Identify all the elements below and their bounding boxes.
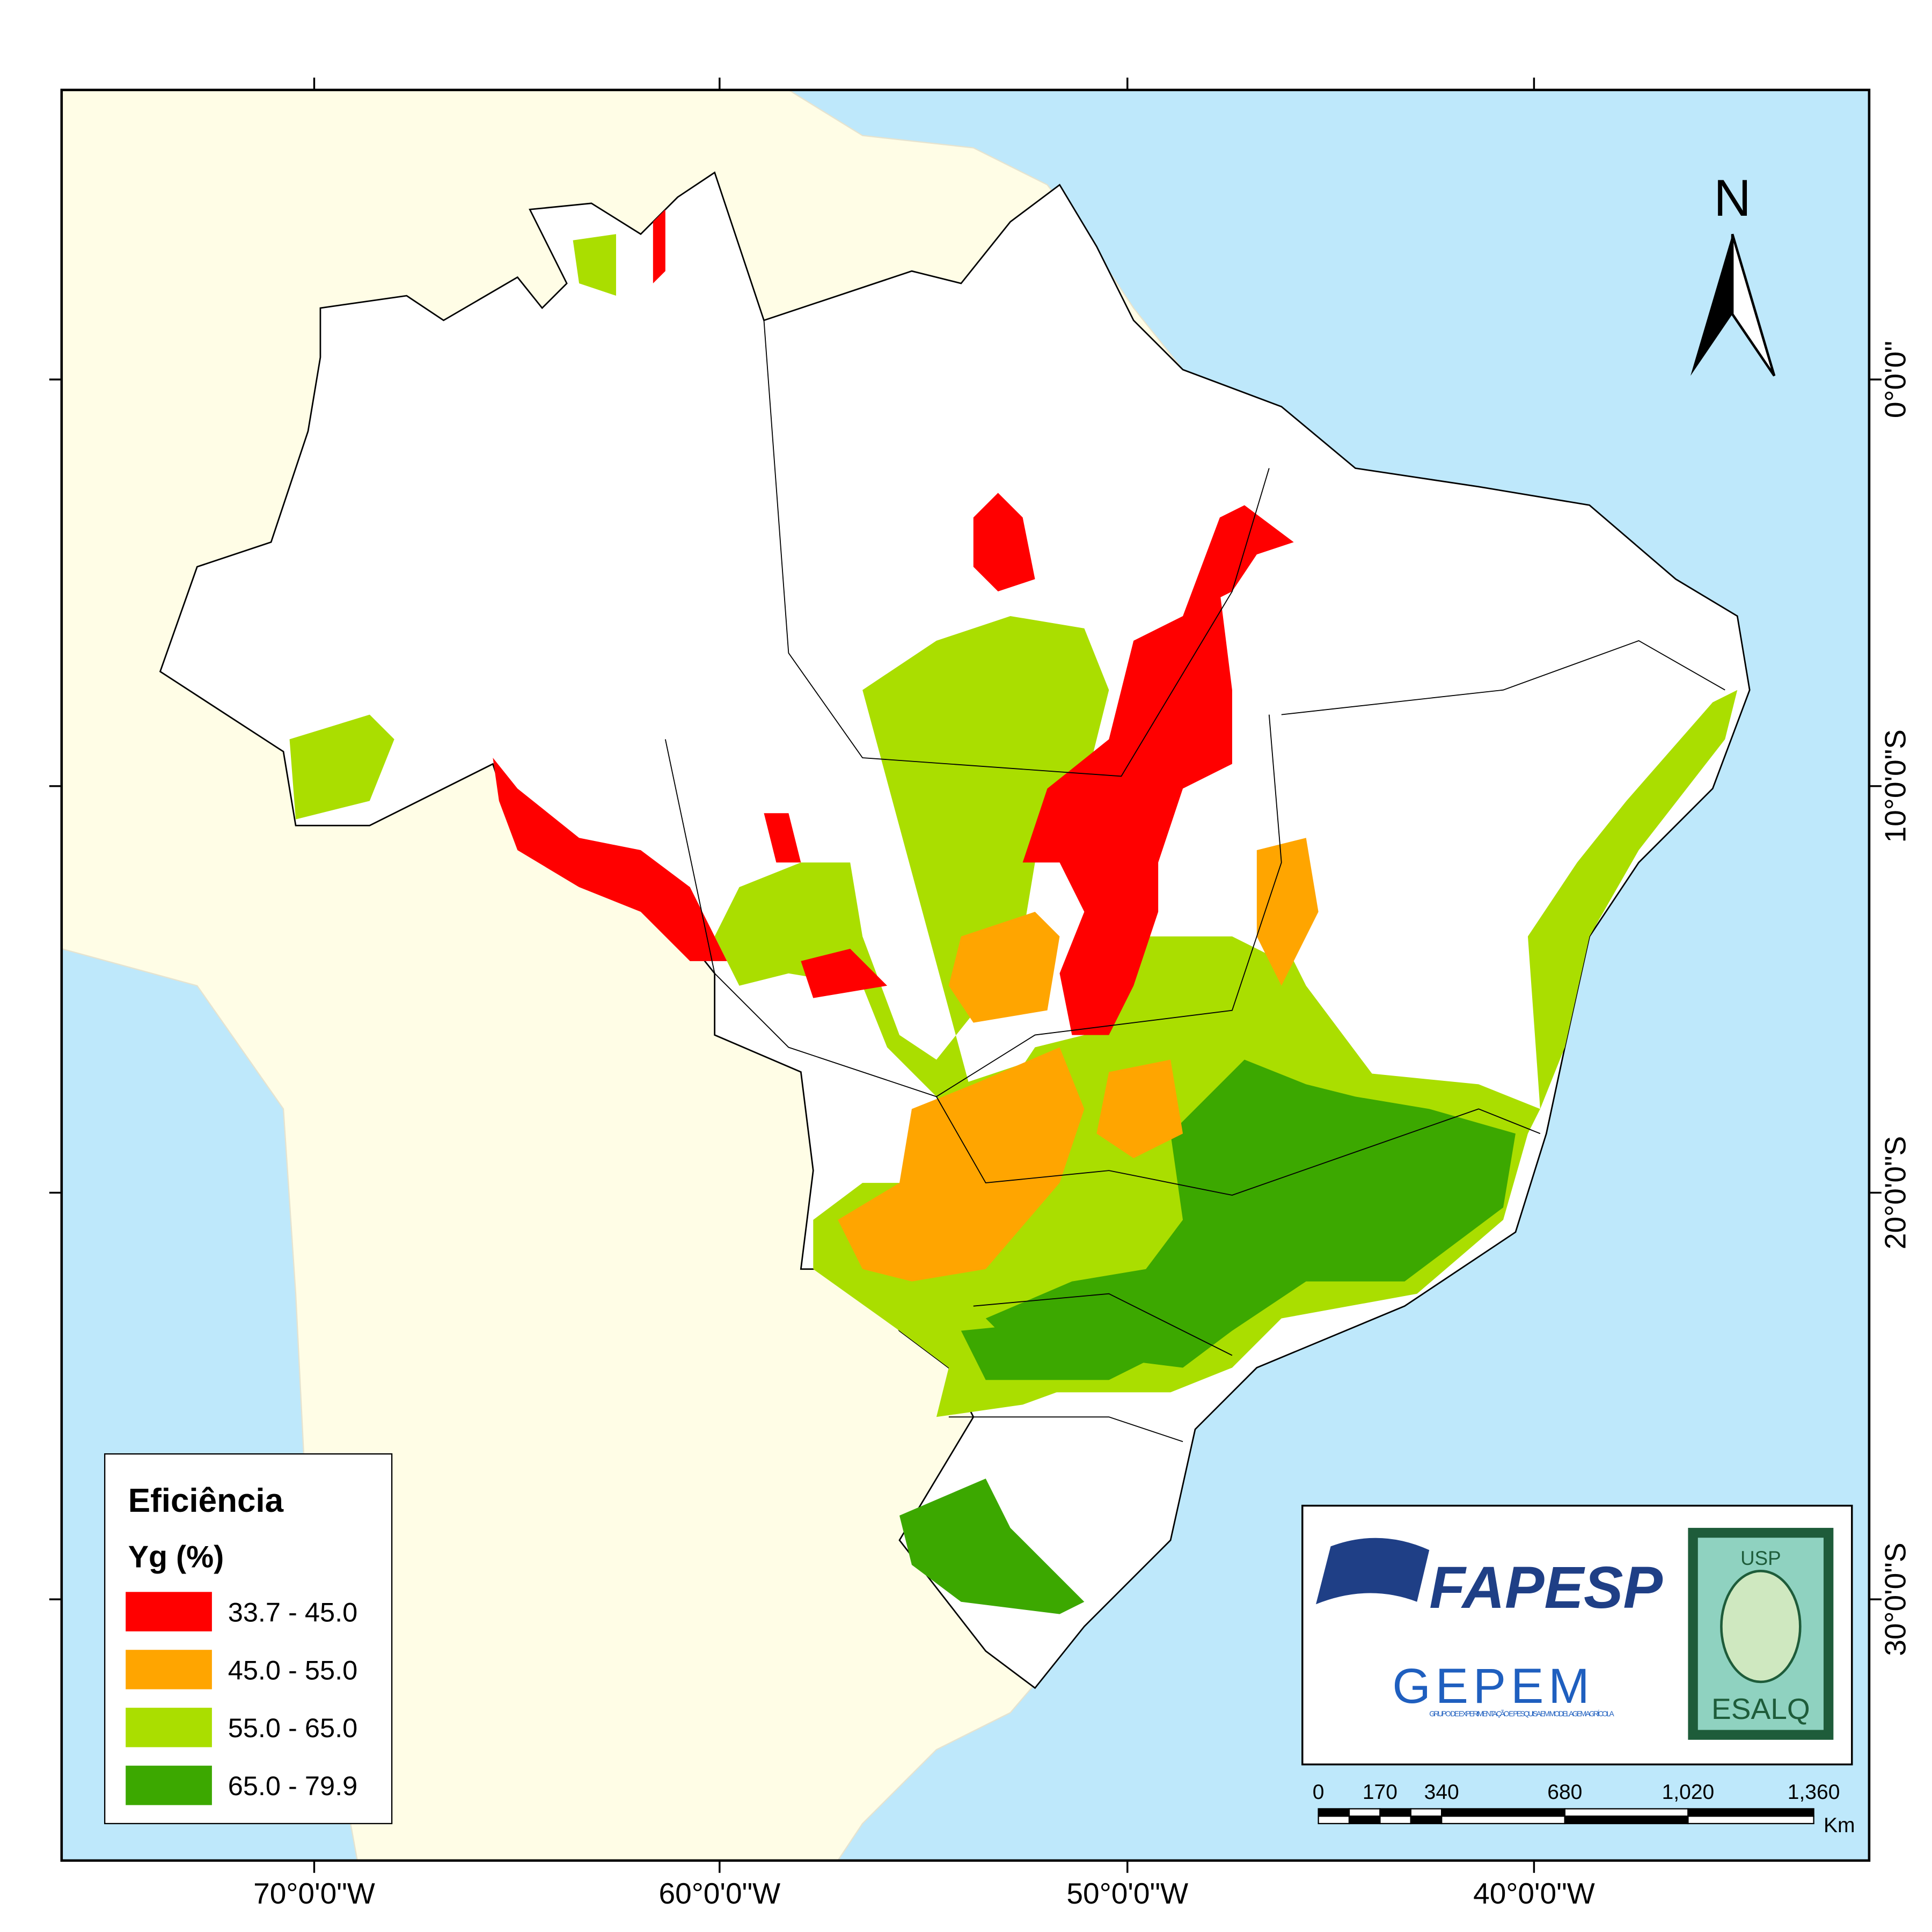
yield-zone	[573, 234, 616, 296]
scale-label: 0	[1313, 1781, 1324, 1804]
legend-title: Eficiência	[128, 1482, 284, 1519]
scale-label: 1,360	[1788, 1781, 1840, 1804]
state-border	[1281, 640, 1725, 715]
scale-segment	[1318, 1808, 1350, 1817]
scale-bar: 0 170 340 680 1,020 1,360 Km	[1313, 1781, 1855, 1837]
state-border	[973, 1293, 1233, 1356]
latitude-label: 20°0'0"S	[1878, 1136, 1912, 1249]
yield-zone	[899, 1479, 1085, 1614]
state-border	[936, 1096, 1541, 1196]
legend-swatch	[126, 1650, 212, 1689]
latitude-label: 30°0'0"S	[1878, 1542, 1912, 1656]
longitude-label: 50°0'0"W	[1066, 1877, 1188, 1910]
scale-label: 340	[1424, 1781, 1459, 1804]
yield-zone	[1183, 505, 1294, 616]
state-borders	[664, 320, 1725, 1443]
scale-segment	[1687, 1808, 1814, 1817]
latitude-label: 10°0'0"S	[1878, 729, 1912, 843]
scale-segment	[1348, 1816, 1381, 1825]
legend-label: 33.7 - 45.0	[228, 1597, 357, 1627]
yield-zone	[1096, 1059, 1183, 1159]
legend-label: 65.0 - 79.9	[228, 1770, 357, 1801]
state-border	[763, 320, 1270, 777]
scale-segment	[1441, 1816, 1565, 1825]
latitude-label: 0°0'0"	[1878, 341, 1912, 418]
gepem-logo: GEPEM	[1392, 1659, 1589, 1714]
scale-segment	[1348, 1808, 1381, 1817]
yield-zone	[961, 1318, 1159, 1380]
frame	[60, 89, 1871, 1862]
scale-segment	[1564, 1808, 1689, 1817]
longitude-label: 40°0'0"W	[1473, 1877, 1595, 1910]
yield-zone	[838, 1047, 1085, 1282]
yield-zone	[653, 209, 665, 284]
yield-zone	[1022, 591, 1232, 1035]
yield-zone	[801, 948, 888, 998]
legend-items: 33.7 - 45.0 45.0 - 55.0 55.0 - 65.0 65.0 - …	[126, 1592, 357, 1805]
scale-label: 170	[1363, 1781, 1397, 1804]
legend-label: 55.0 - 65.0	[228, 1713, 357, 1743]
legend: Eficiência Yg (%) 33.7 - 45.0 45.0 - 55.0…	[104, 1453, 393, 1825]
longitude-label: 60°0'0"W	[658, 1877, 780, 1910]
yield-zone	[948, 911, 1060, 1023]
arrow-right	[1731, 233, 1776, 377]
scale-segment	[1687, 1816, 1814, 1825]
north-arrow: N	[1690, 170, 1776, 377]
legend-swatch	[126, 1708, 212, 1747]
state-border	[664, 714, 1282, 1097]
scale-label: 680	[1547, 1781, 1582, 1804]
scale-label: 1,020	[1662, 1781, 1715, 1804]
scale-segment	[1410, 1816, 1443, 1825]
legend-box	[104, 1453, 393, 1825]
state-border	[948, 1416, 1183, 1443]
yield-zone	[1527, 690, 1738, 1109]
scale-segment	[1564, 1816, 1689, 1825]
fapesp-flag	[1316, 1538, 1430, 1605]
north-label: N	[1714, 170, 1751, 227]
gepem-subtitle: GRUPO DE EXPERIMENTAÇÃO E PESQUISA EM MO…	[1429, 1709, 1614, 1718]
scale-segment	[1410, 1808, 1443, 1817]
legend-subtitle: Yg (%)	[128, 1540, 224, 1574]
legend-label: 45.0 - 55.0	[228, 1655, 357, 1685]
esalq-emblem	[1720, 1570, 1802, 1684]
usp-logo: USP	[1740, 1547, 1781, 1569]
yield-zones	[289, 209, 1738, 1614]
longitude-label: 70°0'0"W	[253, 1877, 375, 1910]
yield-zone	[1256, 838, 1319, 986]
logos: FAPESP GEPEM GRUPO DE EXPERIMENTAÇÃO E P…	[1301, 1504, 1853, 1766]
fapesp-logo: FAPESP	[1429, 1555, 1663, 1621]
scale-unit: Km	[1824, 1814, 1855, 1837]
esalq-logo: ESALQ	[1711, 1692, 1810, 1725]
yield-zone	[289, 714, 394, 819]
legend-swatch	[126, 1592, 212, 1631]
legend-swatch	[126, 1766, 212, 1805]
scale-segment	[1441, 1808, 1565, 1817]
yield-zone	[764, 813, 801, 863]
scale-segment	[1379, 1816, 1411, 1825]
scale-segment	[1379, 1808, 1411, 1817]
scale-segment	[1318, 1816, 1350, 1825]
yield-zone	[985, 1059, 1516, 1368]
yield-zone	[973, 493, 1035, 592]
graticule: 70°0'0"W 60°0'0"W 50°0'0"W 40°0'0"W 0°0'0" 10…	[49, 77, 1912, 1910]
arrow-left	[1690, 234, 1733, 376]
yield-zone	[493, 757, 727, 961]
